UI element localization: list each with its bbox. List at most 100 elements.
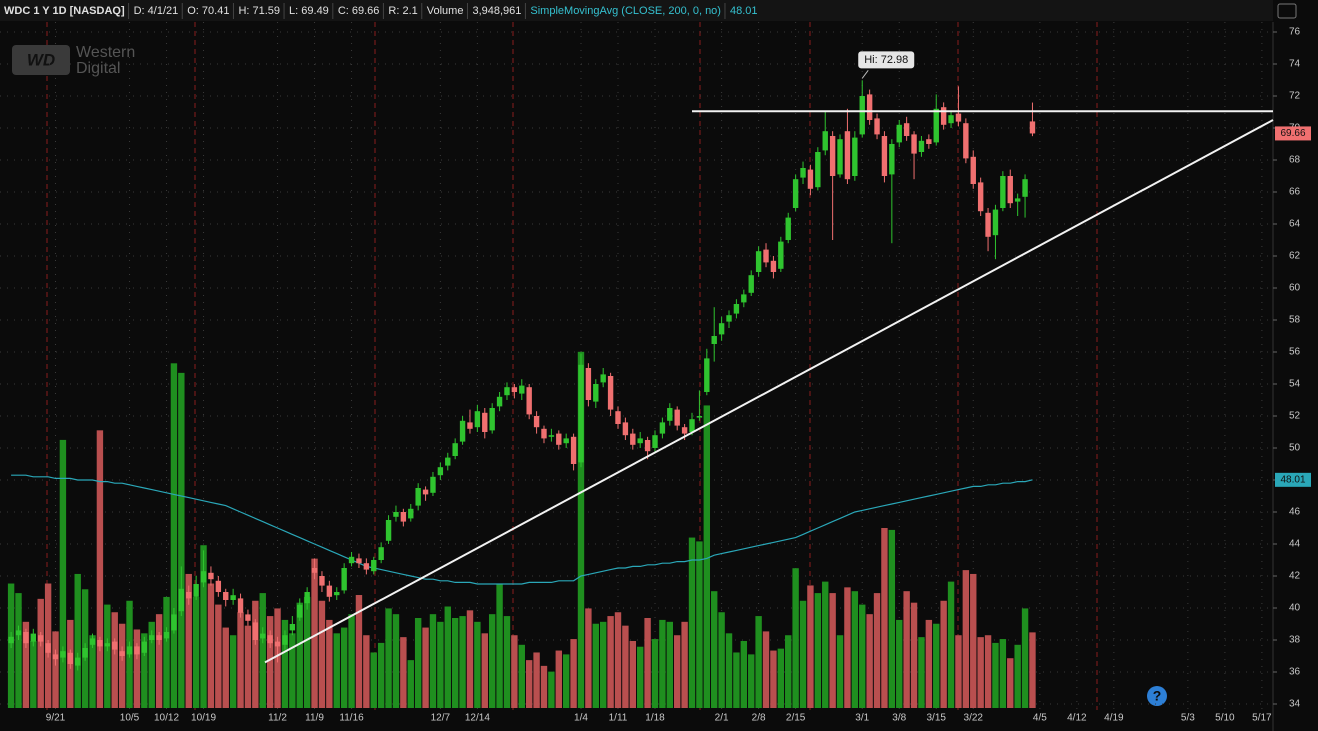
trend-line	[264, 119, 1274, 664]
volume-bar	[104, 604, 111, 708]
volume-bar	[607, 616, 614, 708]
candle-body	[445, 457, 451, 466]
volume-bar	[303, 596, 311, 708]
x-tick-label: 5/10	[1215, 713, 1235, 724]
candle-body	[156, 635, 162, 640]
volume-bar	[370, 652, 377, 708]
x-tick-label: 2/8	[752, 713, 766, 724]
y-tick-label: 62	[1289, 251, 1301, 262]
volume-bar	[414, 617, 422, 708]
volume-bar	[910, 602, 918, 708]
volume-bar	[192, 596, 200, 708]
x-tick-label: 3/1	[855, 713, 869, 724]
candle-body	[733, 304, 740, 314]
candle-body	[570, 436, 577, 464]
x-tick-label: 2/1	[715, 713, 729, 724]
volume-bar	[599, 621, 607, 708]
candle-body	[1022, 179, 1028, 197]
header-sma-value: 48.01	[730, 5, 758, 17]
candle-body	[548, 435, 555, 437]
x-tick-label: 3/15	[927, 713, 947, 724]
volume-bar	[740, 640, 748, 708]
volume-bar	[962, 570, 970, 708]
x-tick-label: 1/18	[645, 713, 665, 724]
volume-bar	[984, 635, 992, 708]
candle-body	[1029, 121, 1036, 134]
candle-body	[252, 622, 259, 640]
sma-line	[11, 474, 1033, 585]
volume-bar	[725, 633, 733, 708]
candle-body	[408, 508, 414, 519]
volume-bar	[777, 648, 785, 708]
volume-bar	[940, 600, 947, 708]
price-tag-label: 69.66	[1280, 128, 1305, 139]
candle-body	[223, 592, 229, 600]
x-tick-label: 9/21	[46, 713, 66, 724]
candle-body	[778, 241, 784, 269]
volume-bar	[422, 627, 429, 708]
volume-bar	[466, 610, 474, 708]
candle-body	[874, 118, 880, 135]
volume-bar	[89, 635, 96, 708]
volume-bar	[592, 623, 599, 708]
candle-body	[245, 614, 251, 621]
candle-body	[859, 96, 865, 135]
candle-body	[815, 152, 821, 188]
volume-bar	[718, 612, 725, 708]
x-tick-label: 11/9	[305, 713, 324, 724]
volume-bar	[355, 595, 363, 708]
candle-body	[489, 408, 495, 431]
volume-bar	[1021, 608, 1029, 708]
header-close: C: 69.66	[338, 5, 380, 17]
hi-label: Hi: 72.98	[864, 54, 908, 66]
y-tick-label: 74	[1289, 59, 1301, 70]
candle-body	[1007, 176, 1013, 204]
volume-bar	[814, 593, 822, 708]
candle-body	[829, 136, 836, 176]
hi-pointer	[861, 70, 869, 79]
candle-body	[533, 416, 540, 428]
x-tick-label: 1/11	[609, 713, 628, 724]
candle-body	[718, 323, 725, 335]
header-low: L: 69.49	[289, 5, 329, 17]
volume-bar	[407, 660, 414, 708]
candle-body	[837, 139, 843, 175]
volume-bar	[22, 621, 30, 708]
header-study: SimpleMovingAvg (CLOSE, 200, 0, no)	[530, 5, 721, 17]
candle-body	[593, 384, 599, 402]
volume-bar	[318, 600, 326, 708]
candle-body	[726, 315, 732, 322]
header-open: O: 70.41	[187, 5, 229, 17]
volume-bar	[1007, 658, 1014, 708]
x-tick-label: 10/19	[191, 713, 216, 724]
candle-body	[193, 584, 199, 597]
volume-bar	[503, 616, 511, 708]
volume-bar	[237, 612, 244, 708]
volume-bar	[266, 616, 274, 708]
candle-body	[304, 592, 310, 604]
settings-icon[interactable]	[1277, 3, 1297, 19]
candle-body	[903, 123, 910, 136]
volume-bar	[585, 608, 592, 708]
candle-body	[963, 123, 969, 159]
candle-body	[940, 107, 947, 125]
logo-text: Western	[76, 44, 135, 61]
x-tick-label: 12/14	[465, 713, 490, 724]
candle-body	[282, 635, 288, 645]
candle-body	[800, 168, 806, 178]
volume-bar	[37, 598, 44, 708]
volume-bar	[185, 573, 192, 708]
candle-body	[792, 179, 799, 208]
candle-body	[511, 387, 518, 392]
candle-body	[985, 212, 991, 237]
event-lines	[46, 22, 1098, 710]
x-tick-label: 11/16	[339, 713, 364, 724]
candle-body	[578, 364, 584, 463]
candle-body	[785, 217, 791, 240]
help-icon[interactable]	[1147, 686, 1167, 706]
volume-bar	[281, 619, 289, 708]
candle-body	[681, 427, 688, 434]
candle-body	[844, 131, 851, 180]
volume-bar	[215, 604, 222, 708]
candle-body	[992, 209, 999, 236]
